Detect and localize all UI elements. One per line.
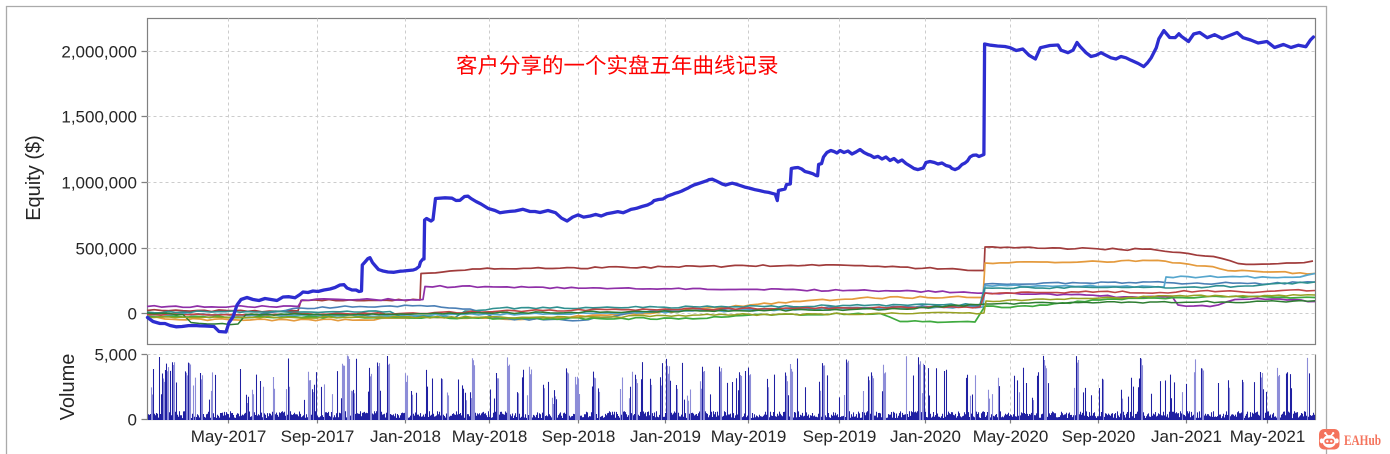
svg-text:Sep-2018: Sep-2018	[542, 427, 616, 446]
svg-text:1,000,000: 1,000,000	[61, 174, 137, 193]
svg-text:0: 0	[128, 305, 137, 324]
svg-text:Sep-2017: Sep-2017	[281, 427, 355, 446]
svg-text:5,000: 5,000	[94, 346, 137, 365]
svg-text:May-2018: May-2018	[452, 427, 528, 446]
svg-text:Sep-2019: Sep-2019	[803, 427, 877, 446]
svg-text:500,000: 500,000	[76, 240, 137, 259]
svg-text:Jan-2018: Jan-2018	[370, 427, 441, 446]
svg-text:Volume: Volume	[57, 354, 79, 421]
svg-text:Jan-2019: Jan-2019	[630, 427, 701, 446]
svg-text:May-2020: May-2020	[973, 427, 1049, 446]
svg-text:0: 0	[128, 411, 137, 430]
svg-text:1,500,000: 1,500,000	[61, 108, 137, 127]
svg-text:Equity ($): Equity ($)	[23, 135, 45, 221]
svg-text:May-2019: May-2019	[711, 427, 787, 446]
svg-text:2,000,000: 2,000,000	[61, 43, 137, 62]
svg-text:Jan-2020: Jan-2020	[890, 427, 961, 446]
svg-text:May-2021: May-2021	[1230, 427, 1306, 446]
svg-text:Sep-2020: Sep-2020	[1062, 427, 1136, 446]
svg-text:Jan-2021: Jan-2021	[1151, 427, 1222, 446]
svg-text:May-2017: May-2017	[191, 427, 267, 446]
svg-text:EAHub: EAHub	[1344, 433, 1381, 449]
